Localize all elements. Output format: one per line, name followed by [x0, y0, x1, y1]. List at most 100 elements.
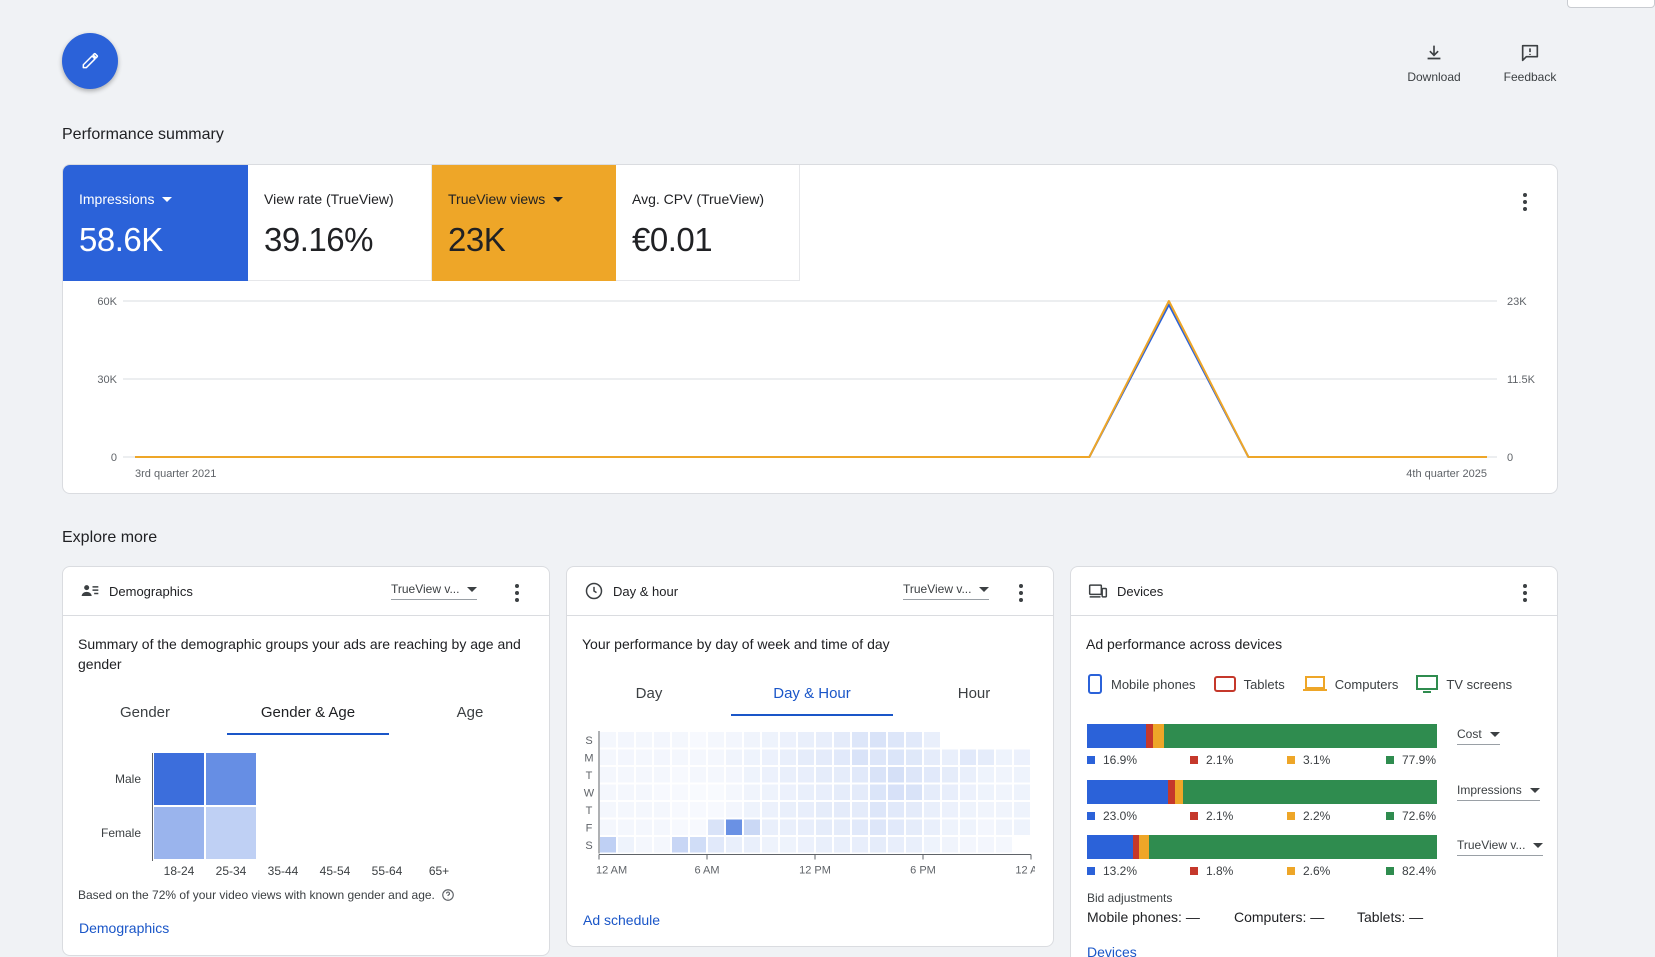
heatmap-cell[interactable]: [726, 819, 742, 836]
heatmap-cell[interactable]: [960, 767, 976, 783]
heatmap-cell[interactable]: [942, 802, 958, 818]
heatmap-cell[interactable]: [690, 802, 706, 818]
heatmap-cell[interactable]: [708, 749, 724, 766]
heatmap-cell[interactable]: [924, 767, 940, 783]
heatmap-cell[interactable]: [960, 837, 976, 853]
device-metric-select[interactable]: Impressions: [1457, 783, 1540, 801]
heatmap-cell[interactable]: [978, 837, 994, 853]
heatmap-cell[interactable]: [600, 784, 616, 801]
metric-view-rate[interactable]: View rate (TrueView) 39.16%: [248, 165, 432, 281]
heatmap-cell[interactable]: [978, 767, 994, 783]
heatmap-cell[interactable]: [978, 749, 994, 766]
heatmap-cell[interactable]: [708, 837, 724, 853]
heatmap-cell[interactable]: [780, 732, 796, 748]
heatmap-cell[interactable]: [960, 802, 976, 818]
heatmap-cell[interactable]: [906, 749, 922, 766]
heatmap-cell[interactable]: [744, 749, 760, 766]
heatmap-cell[interactable]: [690, 837, 706, 853]
heatmap-cell[interactable]: [618, 837, 634, 853]
heatmap-cell[interactable]: [888, 784, 904, 801]
metric-avg-cpv[interactable]: Avg. CPV (TrueView) €0.01: [616, 165, 800, 281]
tab-age[interactable]: Age: [456, 704, 484, 721]
heatmap-cell[interactable]: [816, 802, 832, 818]
heatmap-cell[interactable]: [726, 802, 742, 818]
demographics-metric-select[interactable]: TrueView v...: [391, 582, 478, 600]
heatmap-cell[interactable]: [636, 732, 652, 748]
heatmap-cell[interactable]: [978, 784, 994, 801]
heatmap-cell[interactable]: [996, 819, 1012, 836]
heatmap-cell[interactable]: [654, 767, 670, 783]
heatmap-cell[interactable]: [870, 784, 886, 801]
heatmap-cell[interactable]: [852, 749, 868, 766]
heatmap-cell[interactable]: [708, 767, 724, 783]
heatmap-cell[interactable]: [834, 802, 850, 818]
heatmap-cell[interactable]: [672, 802, 688, 818]
day-hour-metric-select[interactable]: TrueView v...: [903, 582, 990, 600]
heatmap-cell[interactable]: [672, 837, 688, 853]
heatmap-cell[interactable]: [780, 749, 796, 766]
heatmap-cell[interactable]: [870, 837, 886, 853]
devices-link[interactable]: Devices: [1087, 944, 1137, 957]
heatmap-cell[interactable]: [636, 819, 652, 836]
heatmap-cell[interactable]: [996, 837, 1012, 853]
ad-schedule-link[interactable]: Ad schedule: [583, 912, 661, 928]
heatmap-cell[interactable]: [852, 784, 868, 801]
heatmap-cell[interactable]: [654, 749, 670, 766]
caret-down-icon[interactable]: [162, 196, 173, 202]
heatmap-cell[interactable]: [708, 802, 724, 818]
heatmap-cell[interactable]: [834, 732, 850, 748]
device-share-bar[interactable]: [1087, 835, 1437, 859]
heatmap-cell[interactable]: [780, 819, 796, 836]
device-metric-select[interactable]: TrueView v...: [1457, 838, 1544, 856]
heatmap-cell[interactable]: [1014, 749, 1030, 766]
heatmap-cell[interactable]: [906, 732, 922, 748]
heatmap-cell[interactable]: [708, 819, 724, 836]
tab-gender[interactable]: Gender: [119, 704, 171, 721]
heatmap-cell[interactable]: [960, 784, 976, 801]
heatmap-cell[interactable]: [636, 837, 652, 853]
heatmap-cell[interactable]: [888, 767, 904, 783]
heatmap-cell[interactable]: [762, 837, 778, 853]
more-options-icon[interactable]: [1019, 584, 1023, 602]
heatmap-cell[interactable]: [906, 784, 922, 801]
heatmap-cell[interactable]: [870, 767, 886, 783]
heatmap-cell[interactable]: [852, 819, 868, 836]
heatmap-cell[interactable]: [960, 749, 976, 766]
heatmap-cell[interactable]: [726, 749, 742, 766]
heatmap-cell[interactable]: [906, 802, 922, 818]
heatmap-cell[interactable]: [960, 819, 976, 836]
heatmap-cell[interactable]: [798, 749, 814, 766]
heatmap-cell[interactable]: [672, 784, 688, 801]
heatmap-cell[interactable]: [690, 732, 706, 748]
heatmap-cell[interactable]: [618, 819, 634, 836]
heatmap-cell[interactable]: [1014, 767, 1030, 783]
heatmap-cell[interactable]: [780, 767, 796, 783]
heatmap-cell[interactable]: [780, 784, 796, 801]
heatmap-cell[interactable]: [924, 784, 940, 801]
caret-down-icon[interactable]: [553, 196, 564, 202]
heatmap-cell[interactable]: [636, 767, 652, 783]
heatmap-cell[interactable]: [816, 784, 832, 801]
heatmap-cell[interactable]: [924, 837, 940, 853]
feedback-button[interactable]: Feedback: [1501, 42, 1559, 84]
heatmap-cell[interactable]: [600, 767, 616, 783]
heatmap-cell[interactable]: [834, 784, 850, 801]
heatmap-cell[interactable]: [906, 819, 922, 836]
heatmap-cell[interactable]: [906, 837, 922, 853]
heatmap-cell[interactable]: [1014, 819, 1030, 836]
heatmap-cell[interactable]: [996, 749, 1012, 766]
heatmap-cell[interactable]: [672, 767, 688, 783]
heatmap-cell[interactable]: [852, 732, 868, 748]
heatmap-cell[interactable]: [708, 732, 724, 748]
heatmap-cell[interactable]: [636, 784, 652, 801]
heatmap-cell[interactable]: [744, 732, 760, 748]
heatmap-cell[interactable]: [206, 753, 256, 805]
heatmap-cell[interactable]: [600, 802, 616, 818]
metric-impressions[interactable]: Impressions 58.6K: [63, 165, 248, 281]
heatmap-cell[interactable]: [870, 749, 886, 766]
heatmap-cell[interactable]: [888, 749, 904, 766]
more-options-icon[interactable]: [515, 584, 519, 602]
heatmap-cell[interactable]: [600, 732, 616, 748]
heatmap-cell[interactable]: [654, 837, 670, 853]
heatmap-cell[interactable]: [690, 767, 706, 783]
